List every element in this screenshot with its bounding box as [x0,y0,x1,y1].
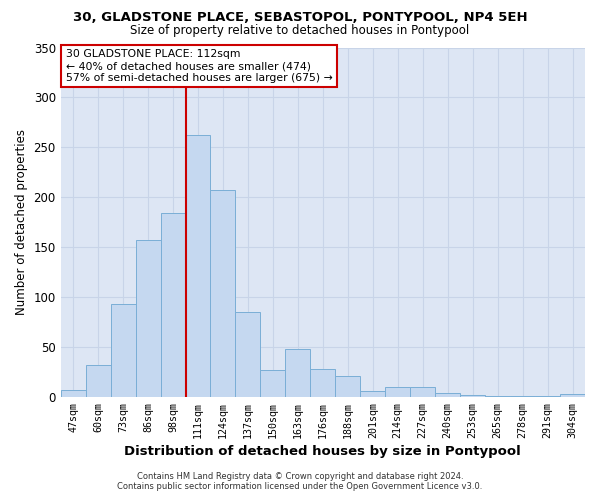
Bar [310,369,335,396]
Bar [286,349,310,397]
Text: Size of property relative to detached houses in Pontypool: Size of property relative to detached ho… [130,24,470,37]
Bar [161,213,185,396]
Bar [560,394,585,396]
Text: 30, GLADSTONE PLACE, SEBASTOPOL, PONTYPOOL, NP4 5EH: 30, GLADSTONE PLACE, SEBASTOPOL, PONTYPO… [73,11,527,24]
Bar [360,390,385,396]
Bar [185,136,211,396]
Bar [410,386,435,396]
Bar [86,365,110,396]
Bar [335,376,360,396]
Bar [235,312,260,396]
Bar [435,392,460,396]
Bar [110,304,136,396]
Bar [385,386,410,396]
Text: Contains HM Land Registry data © Crown copyright and database right 2024.
Contai: Contains HM Land Registry data © Crown c… [118,472,482,491]
Bar [136,240,161,396]
Bar [460,394,485,396]
X-axis label: Distribution of detached houses by size in Pontypool: Distribution of detached houses by size … [124,444,521,458]
Text: 30 GLADSTONE PLACE: 112sqm
← 40% of detached houses are smaller (474)
57% of sem: 30 GLADSTONE PLACE: 112sqm ← 40% of deta… [65,50,332,82]
Y-axis label: Number of detached properties: Number of detached properties [15,129,28,315]
Bar [61,390,86,396]
Bar [211,190,235,396]
Bar [260,370,286,396]
